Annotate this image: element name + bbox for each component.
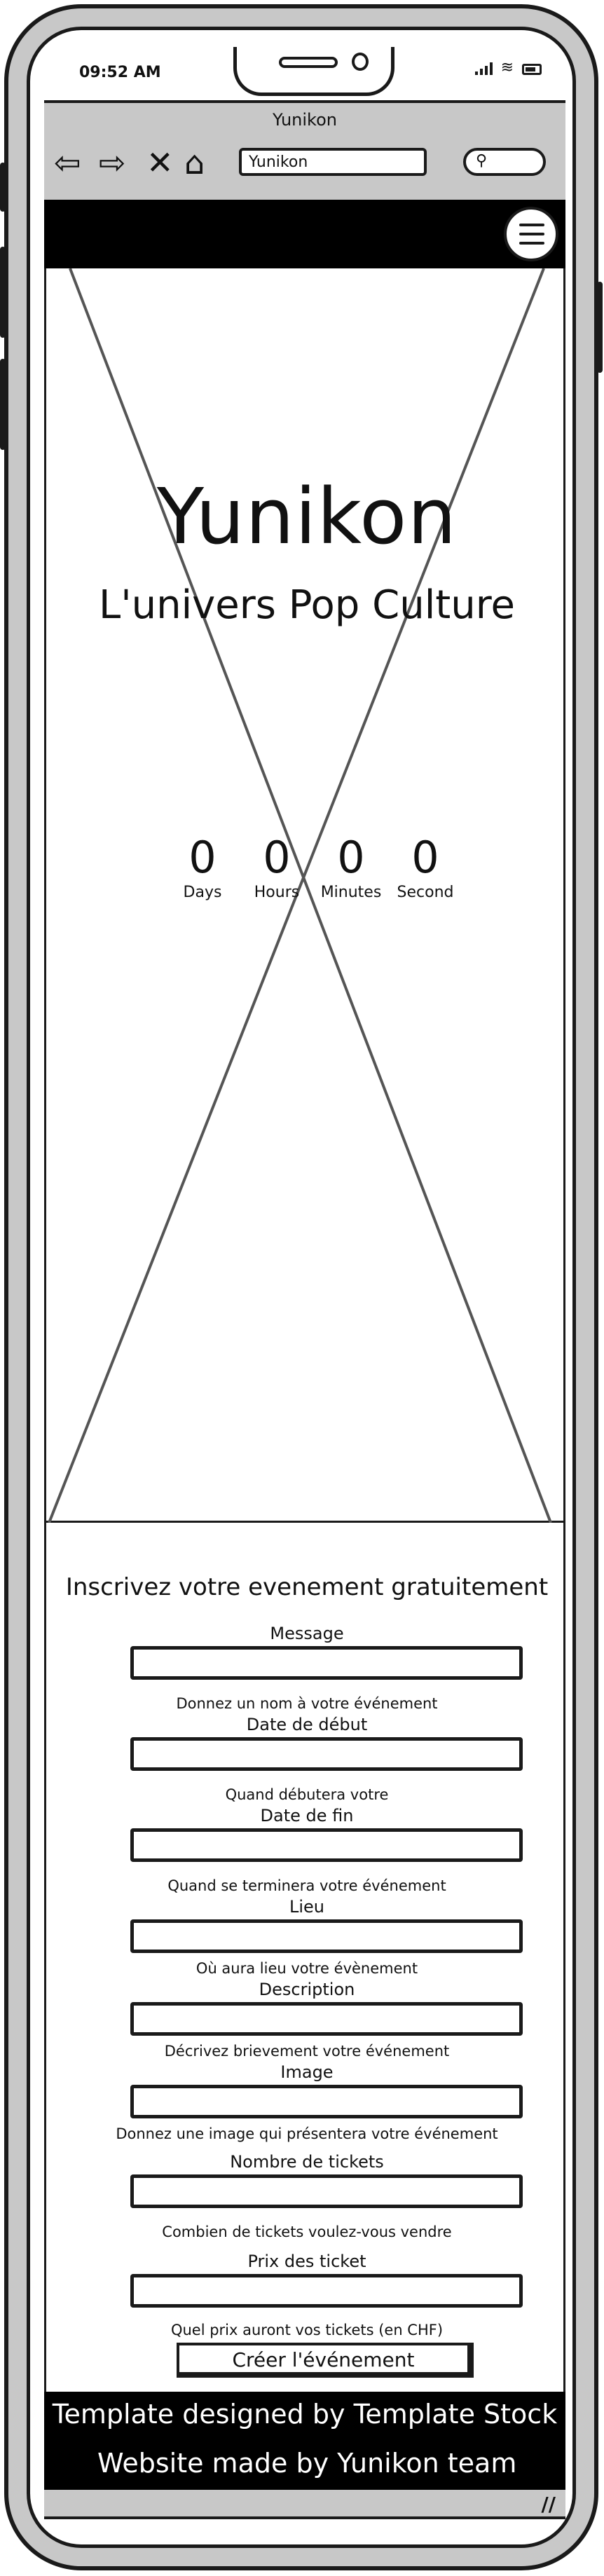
- search-icon: ⚲: [476, 152, 488, 170]
- status-icons: ≋: [474, 59, 542, 76]
- create-event-button[interactable]: Créer l'événement: [177, 2343, 474, 2378]
- site-navbar: [44, 200, 565, 268]
- countdown: 0 Days 0 Hours 0 Minutes 0 Second: [165, 832, 462, 902]
- countdown-label: Days: [183, 884, 222, 901]
- status-bar: 09:52 AM ≋: [44, 47, 565, 96]
- countdown-hours: 0 Hours: [240, 832, 314, 902]
- speaker: [279, 57, 338, 68]
- field-help: Quel prix auront vos tickets (en CHF): [170, 2322, 444, 2338]
- message-input[interactable]: [130, 1646, 523, 1680]
- hero-subtitle: L'univers Pop Culture: [99, 582, 515, 628]
- field-help: Quand débutera votre: [225, 1786, 389, 1803]
- footer-credit-template: Template designed by Template Stock: [52, 2399, 558, 2430]
- countdown-days: 0 Days: [165, 832, 240, 902]
- notch: [233, 47, 394, 96]
- countdown-value: 0: [263, 832, 291, 883]
- browser-search[interactable]: ⚲: [463, 148, 546, 176]
- arrow-left-icon[interactable]: ⇦: [54, 144, 81, 181]
- start-date-input[interactable]: [130, 1737, 523, 1771]
- field-help: Combien de tickets voulez-vous vendre: [162, 2224, 452, 2240]
- site-footer: Template designed by Template Stock Webs…: [44, 2392, 565, 2490]
- screen: 09:52 AM ≋ Yunikon ⇦ ⇨ ✕ ⌂ Yunikon ⚲: [27, 27, 576, 2548]
- wifi-icon: ≋: [500, 59, 514, 76]
- side-button: [0, 247, 6, 338]
- field-label-description: Description: [259, 1980, 355, 1999]
- location-input[interactable]: [130, 1919, 523, 1953]
- countdown-seconds: 0 Second: [388, 832, 462, 902]
- battery-icon: [522, 64, 542, 75]
- description-input[interactable]: [130, 2002, 523, 2036]
- hero-title: Yunikon: [156, 472, 458, 561]
- browser-bottom-bar: //: [44, 2490, 565, 2519]
- browser-toolbar: Yunikon ⇦ ⇨ ✕ ⌂ Yunikon ⚲: [44, 100, 565, 200]
- form-title: Inscrivez votre evenement gratuitement: [65, 1573, 549, 1601]
- countdown-value: 0: [411, 832, 439, 883]
- end-date-input[interactable]: [130, 1828, 523, 1862]
- field-help: Où aura lieu votre évènement: [195, 1960, 418, 1977]
- hamburger-menu-icon[interactable]: [504, 207, 558, 261]
- phone-frame: 09:52 AM ≋ Yunikon ⇦ ⇨ ✕ ⌂ Yunikon ⚲: [0, 4, 603, 2570]
- field-label-message: Message: [270, 1624, 344, 1643]
- image-input[interactable]: [130, 2085, 523, 2118]
- browser-title: Yunikon: [273, 110, 337, 130]
- home-icon[interactable]: ⌂: [184, 144, 205, 181]
- countdown-label: Minutes: [320, 884, 382, 901]
- field-help: Décrivez brievement votre événement: [164, 2043, 450, 2060]
- field-label-location: Lieu: [289, 1897, 324, 1917]
- event-form: Inscrivez votre evenement gratuitement M…: [44, 1523, 565, 2392]
- field-help: Donnez une image qui présentera votre év…: [116, 2125, 498, 2142]
- ticket-price-input[interactable]: [130, 2274, 523, 2308]
- field-label-image: Image: [280, 2062, 334, 2082]
- resize-grip-icon[interactable]: //: [541, 2493, 556, 2516]
- arrow-right-icon[interactable]: ⇨: [99, 144, 126, 181]
- countdown-minutes: 0 Minutes: [314, 832, 388, 902]
- countdown-value: 0: [337, 832, 365, 883]
- url-bar[interactable]: Yunikon: [239, 148, 427, 176]
- field-help: Donnez un nom à votre événement: [176, 1695, 438, 1712]
- signal-icon: [474, 61, 493, 75]
- field-label-end-date: Date de fin: [260, 1806, 354, 1825]
- side-button: [0, 359, 6, 450]
- countdown-label: Hours: [254, 884, 300, 901]
- side-button: [0, 163, 6, 212]
- countdown-label: Second: [397, 884, 454, 901]
- status-time: 09:52 AM: [79, 64, 161, 81]
- field-label-ticket-price: Prix des ticket: [247, 2252, 366, 2271]
- hero-image-placeholder: Yunikon L'univers Pop Culture 0 Days 0 H…: [44, 268, 565, 1523]
- placeholder-cross: [48, 268, 552, 1523]
- side-button: [597, 282, 603, 373]
- field-label-start-date: Date de début: [246, 1715, 368, 1734]
- footer-credit-team: Website made by Yunikon team: [97, 2448, 517, 2479]
- close-icon[interactable]: ✕: [146, 144, 174, 181]
- field-label-ticket-count: Nombre de tickets: [230, 2152, 384, 2172]
- countdown-value: 0: [188, 832, 217, 883]
- camera: [352, 53, 369, 71]
- ticket-count-input[interactable]: [130, 2174, 523, 2208]
- field-help: Quand se terminera votre événement: [167, 1877, 446, 1894]
